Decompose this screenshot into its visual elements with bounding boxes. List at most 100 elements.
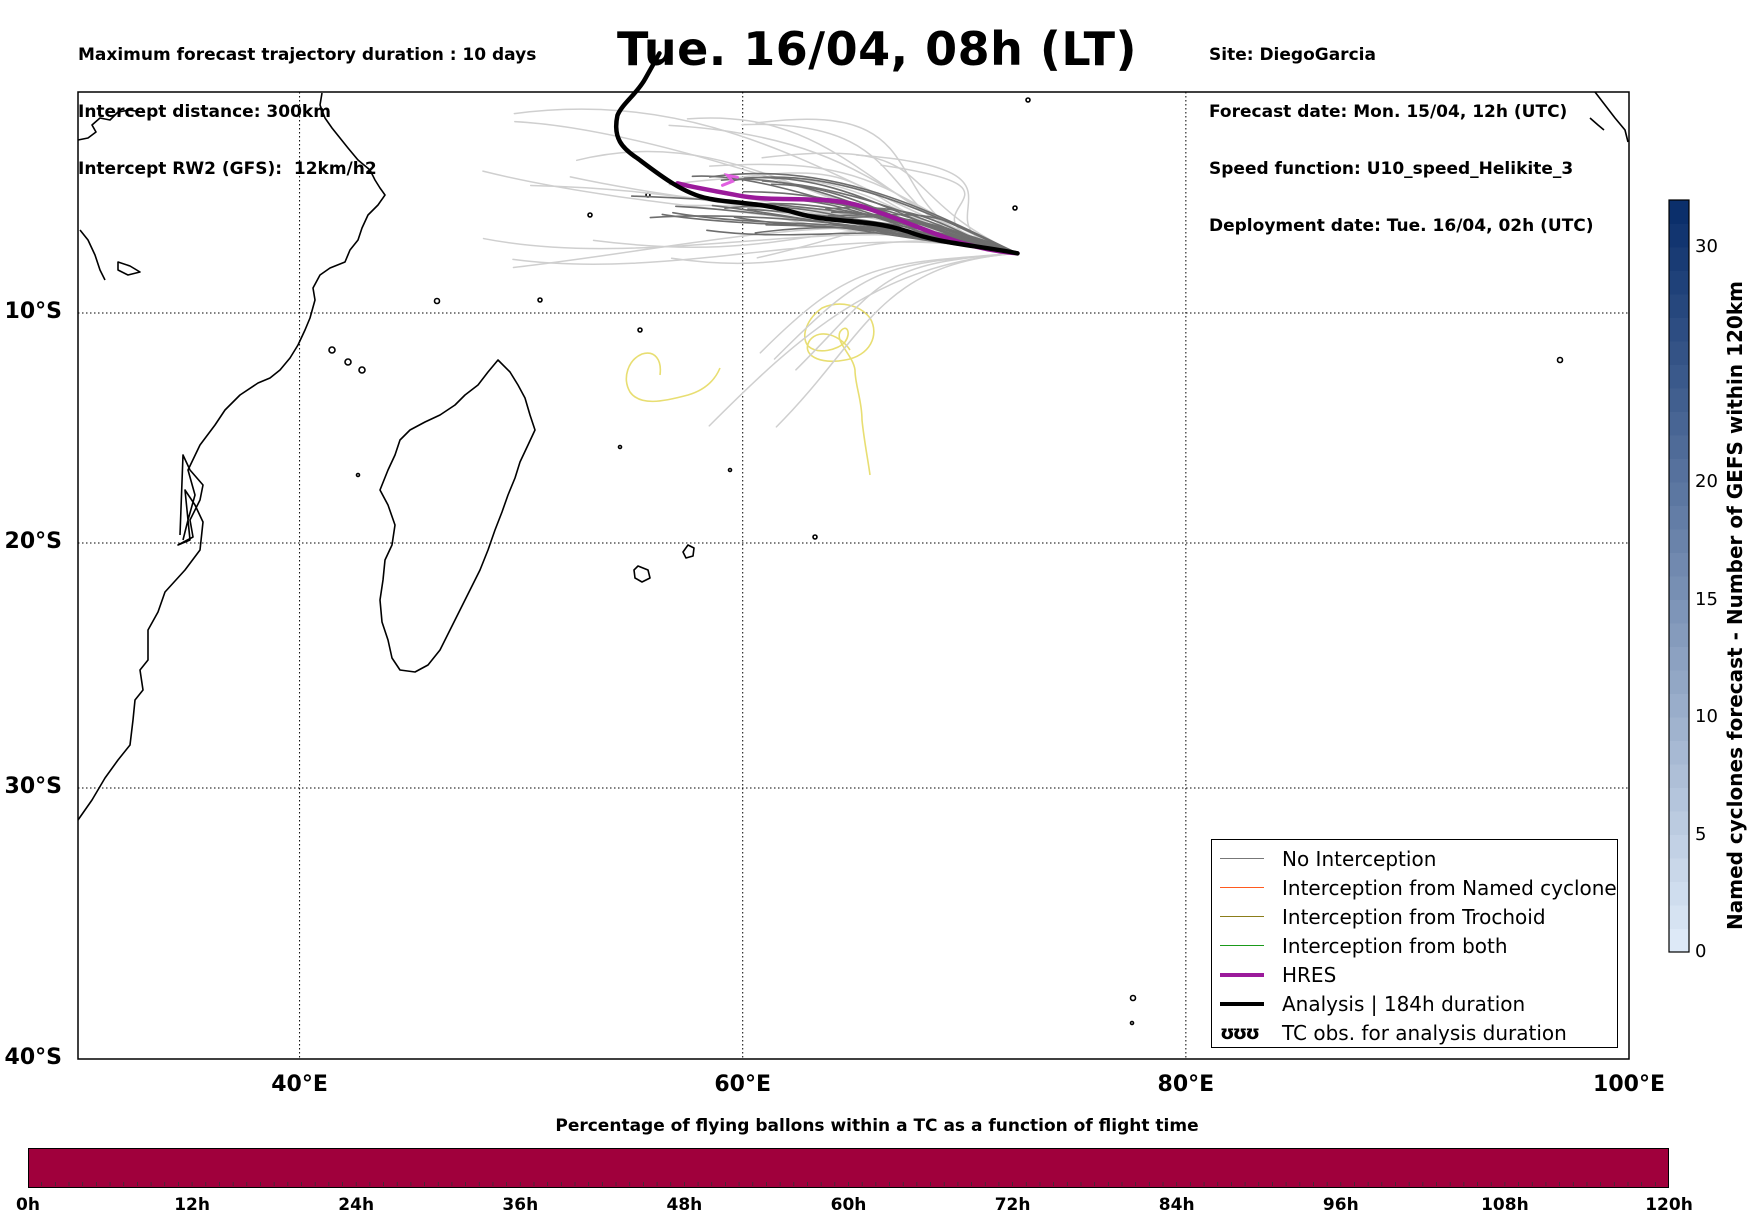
colorbar-step bbox=[1669, 341, 1689, 365]
legend: No Interception Interception from Named c… bbox=[1211, 839, 1618, 1048]
tc-track bbox=[804, 303, 875, 476]
island bbox=[1556, 356, 1564, 364]
trajectory-no-interception bbox=[708, 252, 1019, 427]
colorbar-step bbox=[1669, 693, 1689, 718]
colorbar-step bbox=[1669, 435, 1689, 459]
legend-label: Interception from both bbox=[1282, 933, 1508, 958]
flight-time-tick-label: 0h bbox=[16, 1195, 40, 1215]
legend-item-both: Interception from both bbox=[1212, 931, 1617, 960]
legend-label: HRES bbox=[1282, 962, 1337, 987]
colorbar-frame bbox=[1668, 199, 1690, 953]
colorbar-step bbox=[1669, 764, 1689, 788]
colorbar-step bbox=[1669, 364, 1689, 389]
flight-time-tick-label: 72h bbox=[994, 1195, 1031, 1215]
island bbox=[587, 212, 593, 218]
colorbar-step bbox=[1669, 552, 1689, 577]
latitude-label: 40°S bbox=[4, 1045, 62, 1070]
latitude-label: 30°S bbox=[4, 774, 62, 799]
flight-time-tick-label: 120h bbox=[1645, 1195, 1693, 1215]
colorbar-step bbox=[1669, 482, 1689, 506]
colorbar-step bbox=[1669, 858, 1689, 882]
seychelles-island bbox=[537, 297, 543, 303]
header-right-line: Speed function: U10_speed_Helikite_3 bbox=[1209, 159, 1574, 179]
legend-label: Interception from Trochoid bbox=[1282, 904, 1546, 929]
flight-time-tick-label: 24h bbox=[338, 1195, 375, 1215]
header-left-line: Maximum forecast trajectory duration : 1… bbox=[78, 45, 537, 65]
colorbar-step bbox=[1669, 646, 1689, 671]
island bbox=[1012, 205, 1018, 211]
header-left-line: Intercept RW2 (GFS): 12km/h2 bbox=[78, 159, 377, 179]
flight-time-tick-label: 12h bbox=[174, 1195, 210, 1215]
header-left-line: Intercept distance: 300km bbox=[78, 102, 331, 122]
island bbox=[1129, 1020, 1135, 1026]
flight-time-tick-label: 96h bbox=[1322, 1195, 1359, 1215]
page-title: Tue. 16/04, 08h (LT) bbox=[617, 22, 1137, 76]
flight-time-tick-label: 48h bbox=[666, 1195, 703, 1215]
colorbar-step bbox=[1669, 505, 1689, 530]
colorbar-step bbox=[1669, 247, 1689, 271]
map-frame bbox=[77, 91, 1630, 1060]
colorbar-step bbox=[1669, 411, 1689, 436]
colorbar-step bbox=[1669, 787, 1689, 812]
trajectory-no-interception bbox=[708, 172, 1019, 255]
header-right-line: Deployment date: Tue. 16/04, 02h (UTC) bbox=[1209, 216, 1594, 236]
longitude-label: 80°E bbox=[1157, 1072, 1215, 1097]
colorbar-tick-label: 5 bbox=[1695, 823, 1707, 845]
socotra-island bbox=[117, 261, 141, 276]
colorbar-step bbox=[1669, 200, 1689, 224]
flight-time-tick-label: 108h bbox=[1481, 1195, 1529, 1215]
madagascar-coastline bbox=[379, 359, 536, 673]
legend-item-no-interception: No Interception bbox=[1212, 844, 1617, 873]
horizontal-colorbar bbox=[28, 1148, 1669, 1188]
tc-observation-tracks bbox=[625, 303, 875, 476]
colorbar-step bbox=[1669, 834, 1689, 859]
comoros-island bbox=[328, 346, 336, 354]
colorbar-step bbox=[1669, 811, 1689, 835]
legend-item-trochoid: Interception from Trochoid bbox=[1212, 902, 1617, 931]
flight-time-tick-label: 36h bbox=[502, 1195, 539, 1215]
tc-track bbox=[625, 352, 721, 403]
colorbar-tick-label: 10 bbox=[1695, 706, 1718, 727]
header-left-info: Maximum forecast trajectory duration : 1… bbox=[78, 8, 536, 198]
colorbar-step bbox=[1669, 670, 1689, 694]
legend-line-icon bbox=[1220, 1001, 1264, 1006]
colorbar-step bbox=[1669, 928, 1689, 953]
comoros-island bbox=[358, 366, 366, 374]
maldives-fragment bbox=[1589, 117, 1605, 131]
island bbox=[727, 467, 733, 473]
analysis-trajectory bbox=[614, 51, 1020, 256]
colorbar-step bbox=[1669, 599, 1689, 624]
header-right-line: Forecast date: Mon. 15/04, 12h (UTC) bbox=[1209, 102, 1568, 122]
trajectory-no-interception bbox=[706, 229, 1019, 255]
trajectory-no-interception bbox=[795, 252, 1019, 371]
legend-item-analysis: Analysis | 184h duration bbox=[1212, 989, 1617, 1018]
colorbar-step bbox=[1669, 623, 1689, 647]
colorbar-step bbox=[1669, 881, 1689, 906]
island bbox=[812, 534, 818, 540]
colorbar-horizontal-title: Percentage of flying ballons within a TC… bbox=[555, 1116, 1199, 1136]
latitude-label: 10°S bbox=[4, 299, 62, 324]
legend-line-icon bbox=[1220, 945, 1264, 946]
hres-trajectory-tail bbox=[720, 173, 739, 187]
colorbar-step bbox=[1669, 458, 1689, 483]
colorbar-step bbox=[1669, 717, 1689, 741]
trajectory-no-interception bbox=[814, 215, 1019, 255]
colorbar-tick-label: 15 bbox=[1695, 588, 1718, 610]
comoros-island bbox=[344, 358, 352, 366]
longitude-label: 60°E bbox=[714, 1072, 772, 1097]
latitude-label: 20°S bbox=[4, 529, 62, 554]
flight-time-tick-label: 60h bbox=[830, 1195, 867, 1215]
mauritius-island bbox=[682, 544, 695, 559]
island bbox=[637, 327, 643, 333]
coastlines bbox=[77, 91, 1629, 1026]
tc-obs-symbol-icon: ʊʊʊ bbox=[1220, 1021, 1260, 1044]
legend-line-icon bbox=[1220, 972, 1264, 977]
legend-label: Analysis | 184h duration bbox=[1282, 991, 1526, 1016]
africa-coastline bbox=[77, 92, 386, 821]
colorbar-step bbox=[1669, 317, 1689, 342]
trajectory-no-interception bbox=[732, 176, 1019, 255]
legend-label: TC obs. for analysis duration bbox=[1282, 1020, 1567, 1045]
